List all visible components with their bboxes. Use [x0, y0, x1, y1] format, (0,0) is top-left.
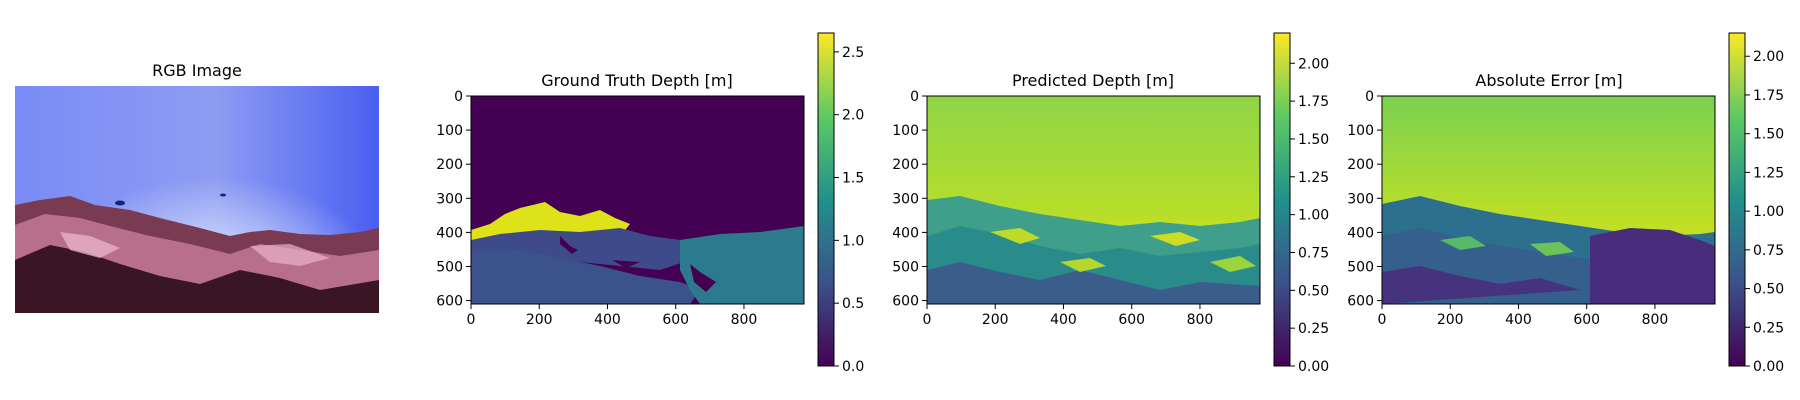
gt-heatmap: [471, 96, 804, 304]
colorbar-tick-label: 0.25: [1298, 321, 1329, 337]
colorbar-tick-label: 0.25: [1753, 320, 1784, 336]
gt-title: Ground Truth Depth [m]: [541, 71, 732, 90]
y-tick-label: 200: [1347, 157, 1374, 173]
x-tick-label: 600: [1118, 312, 1145, 328]
y-tick-label: 200: [892, 157, 919, 173]
y-tick-label: 400: [1347, 225, 1374, 241]
colorbar-tick-label: 0.75: [1298, 245, 1329, 261]
rgb-panel: RGB Image: [15, 61, 379, 313]
x-tick-label: 800: [1642, 312, 1669, 328]
pred-plot-frame: [926, 95, 1261, 305]
predicted-panel: Predicted Depth [m] 0 200 400 600 800 0 100 200…: [892, 32, 1329, 375]
y-tick-label: 500: [892, 259, 919, 275]
x-tick-label: 400: [594, 312, 621, 328]
colorbar-tick-label: 0.0: [842, 359, 864, 375]
y-tick-label: 500: [1347, 259, 1374, 275]
err-title: Absolute Error [m]: [1475, 71, 1622, 90]
y-tick-label: 600: [1347, 294, 1374, 310]
x-tick-label: 200: [982, 312, 1009, 328]
colorbar-tick-label: 0.75: [1753, 243, 1784, 259]
x-tick-label: 600: [662, 312, 689, 328]
colorbar-tick-label: 1.50: [1753, 127, 1784, 143]
err-colorbar: [1728, 32, 1746, 367]
colorbar-tick-label: 1.00: [1298, 208, 1329, 224]
y-tick-label: 300: [1347, 191, 1374, 207]
colorbar-tick-label: 1.25: [1298, 170, 1329, 186]
pred-colorbar-ticks: 0.00 0.25 0.50 0.75 1.00 1.25 1.50 1.75 2.00: [1290, 56, 1329, 375]
x-tick-label: 800: [1187, 312, 1214, 328]
y-tick-label: 600: [892, 294, 919, 310]
colorbar-tick-label: 1.0: [842, 233, 864, 249]
error-panel: Absolute Error [m] 0 200 400 600 800 0 100 200 3…: [1347, 32, 1784, 375]
err-colorbar-ticks: 0.00 0.25 0.50 0.75 1.00 1.25 1.50 1.75 2.00: [1745, 49, 1784, 375]
y-tick-label: 300: [436, 191, 463, 207]
x-tick-label: 800: [731, 312, 758, 328]
gt-colorbar: [817, 32, 835, 367]
y-tick-label: 100: [892, 123, 919, 139]
colorbar-tick-label: 1.75: [1298, 94, 1329, 110]
colorbar-tick-label: 1.00: [1753, 204, 1784, 220]
colorbar-tick-label: 2.00: [1753, 49, 1784, 65]
colorbar-tick-label: 0.50: [1298, 283, 1329, 299]
x-tick-label: 600: [1573, 312, 1600, 328]
y-tick-label: 300: [892, 191, 919, 207]
rgb-title: RGB Image: [152, 61, 242, 80]
y-tick-label: 0: [1365, 89, 1374, 105]
y-tick-label: 200: [436, 157, 463, 173]
y-tick-label: 0: [454, 89, 463, 105]
colorbar-tick-label: 1.25: [1753, 165, 1784, 181]
x-tick-label: 400: [1050, 312, 1077, 328]
colorbar-tick-label: 0.00: [1298, 359, 1329, 375]
colorbar-tick-label: 2.00: [1298, 56, 1329, 72]
y-tick-label: 400: [892, 225, 919, 241]
colorbar-tick-label: 1.50: [1298, 132, 1329, 148]
gt-axes: 0 200 400 600 800 0 100 200 300 400 500 600: [436, 89, 757, 328]
y-tick-label: 400: [436, 225, 463, 241]
colorbar-tick-label: 0.00: [1753, 359, 1784, 375]
pred-colorbar: [1273, 32, 1291, 367]
colorbar-tick-label: 0.5: [842, 296, 864, 312]
gt-plot-frame: [470, 95, 805, 305]
pred-title: Predicted Depth [m]: [1012, 71, 1174, 90]
y-tick-label: 500: [436, 259, 463, 275]
x-tick-label: 0: [467, 312, 476, 328]
y-tick-label: 600: [436, 294, 463, 310]
colorbar-tick-label: 0.50: [1753, 282, 1784, 298]
colorbar-tick-label: 1.5: [842, 171, 864, 187]
y-tick-label: 0: [910, 89, 919, 105]
x-tick-label: 400: [1505, 312, 1532, 328]
ground-truth-panel: Ground Truth Depth [m] 0 200 400 600 800 0 100…: [436, 32, 864, 375]
y-tick-label: 100: [436, 123, 463, 139]
pred-heatmap: [927, 96, 1260, 304]
gt-colorbar-ticks: 0.0 0.5 1.0 1.5 2.0 2.5: [834, 45, 864, 375]
colorbar-tick-label: 2.5: [842, 45, 864, 61]
err-plot-frame: [1381, 95, 1716, 305]
colorbar-tick-label: 1.75: [1753, 88, 1784, 104]
x-tick-label: 0: [923, 312, 932, 328]
x-tick-label: 200: [1437, 312, 1464, 328]
pred-axes: 0 200 400 600 800 0 100 200 300 400 500 600: [892, 89, 1213, 328]
err-heatmap: [1382, 96, 1715, 304]
colorbar-tick-label: 2.0: [842, 108, 864, 124]
x-tick-label: 200: [526, 312, 553, 328]
y-tick-label: 100: [1347, 123, 1374, 139]
x-tick-label: 0: [1378, 312, 1387, 328]
rgb-image: [15, 86, 379, 313]
err-axes: 0 200 400 600 800 0 100 200 300 400 500 600: [1347, 89, 1668, 328]
